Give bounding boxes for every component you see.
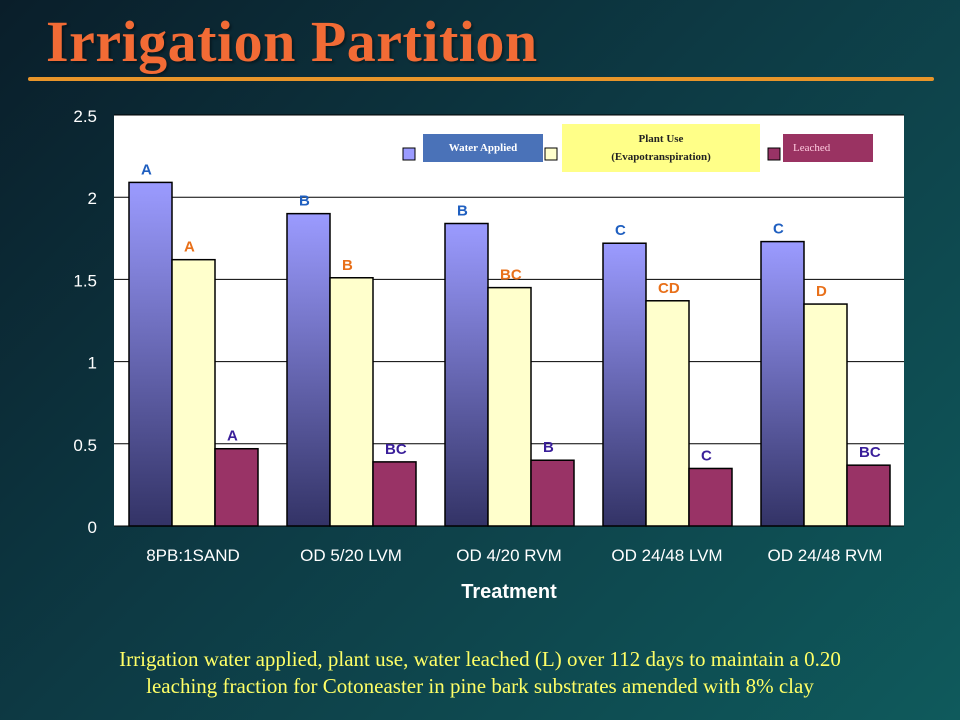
caption-line-2: leaching fraction for Cotoneaster in pin… xyxy=(146,674,814,698)
significance-letter: B xyxy=(299,193,310,210)
significance-letter: BC xyxy=(500,267,522,284)
bar-water xyxy=(444,222,489,527)
y-tick-label: 0.5 xyxy=(73,436,97,455)
x-tick-label: 8PB:1SAND xyxy=(146,546,240,565)
y-axis-tick-labels: 0 0.5 1 1.5 2 2.5 xyxy=(73,107,97,537)
bar-plant xyxy=(645,300,690,527)
bar-plant xyxy=(171,258,216,527)
x-axis-tick-labels: 8PB:1SAND OD 5/20 LVM OD 4/20 RVM OD 24/48 … xyxy=(146,546,882,565)
y-tick-label: 1 xyxy=(88,354,97,373)
legend-markers xyxy=(402,147,781,161)
bar-leached xyxy=(846,464,891,527)
legend-swatch xyxy=(402,147,416,161)
y-tick-label: 1.5 xyxy=(73,271,97,290)
bar-plant xyxy=(329,277,374,527)
significance-letter: A xyxy=(141,161,152,178)
x-tick-label: OD 24/48 LVM xyxy=(611,546,722,565)
significance-letter: B xyxy=(457,203,468,220)
significance-letter: CD xyxy=(658,280,680,297)
significance-letter: BC xyxy=(385,441,407,458)
legend-label-leached: Leached xyxy=(783,134,873,162)
significance-letter: D xyxy=(816,283,827,300)
page-title: Irrigation Partition xyxy=(46,9,538,74)
legend-plant-use-line2: (Evapotranspiration) xyxy=(611,151,711,163)
bar-water xyxy=(602,242,647,527)
significance-letter: BC xyxy=(859,444,881,461)
caption-line-1: Irrigation water applied, plant use, wat… xyxy=(119,647,841,671)
x-tick-label: OD 24/48 RVM xyxy=(768,546,883,565)
y-tick-label: 2.5 xyxy=(73,107,97,126)
caption: Irrigation water applied, plant use, wat… xyxy=(30,646,930,700)
bar-water xyxy=(128,181,173,527)
legend-swatch xyxy=(767,147,781,161)
legend-label-water-applied: Water Applied xyxy=(423,134,543,162)
x-tick-label: OD 5/20 LVM xyxy=(300,546,402,565)
significance-letter: A xyxy=(227,428,238,445)
bar-leached xyxy=(530,459,575,527)
significance-letter: B xyxy=(342,257,353,274)
bar-plant xyxy=(803,303,848,527)
significance-letter: B xyxy=(543,439,554,456)
y-tick-label: 2 xyxy=(88,189,97,208)
significance-letter: A xyxy=(184,239,195,256)
x-axis-title: Treatment xyxy=(461,581,557,603)
significance-letter: C xyxy=(615,222,626,239)
bar-water xyxy=(286,212,331,527)
bar-leached xyxy=(688,467,733,527)
y-tick-label: 0 xyxy=(88,518,97,537)
bar-plant xyxy=(487,286,532,527)
legend-plant-use-line1: Plant Use xyxy=(638,133,684,145)
bars xyxy=(128,181,891,527)
title-underline xyxy=(28,77,934,81)
bar-leached xyxy=(214,447,259,527)
bar-leached xyxy=(372,461,417,527)
significance-letter: C xyxy=(701,447,712,464)
x-tick-label: OD 4/20 RVM xyxy=(456,546,562,565)
bar-water xyxy=(760,240,805,527)
legend-swatch xyxy=(544,147,558,161)
legend-label-plant-use: Plant Use (Evapotranspiration) xyxy=(562,124,760,172)
significance-letter: C xyxy=(773,221,784,238)
